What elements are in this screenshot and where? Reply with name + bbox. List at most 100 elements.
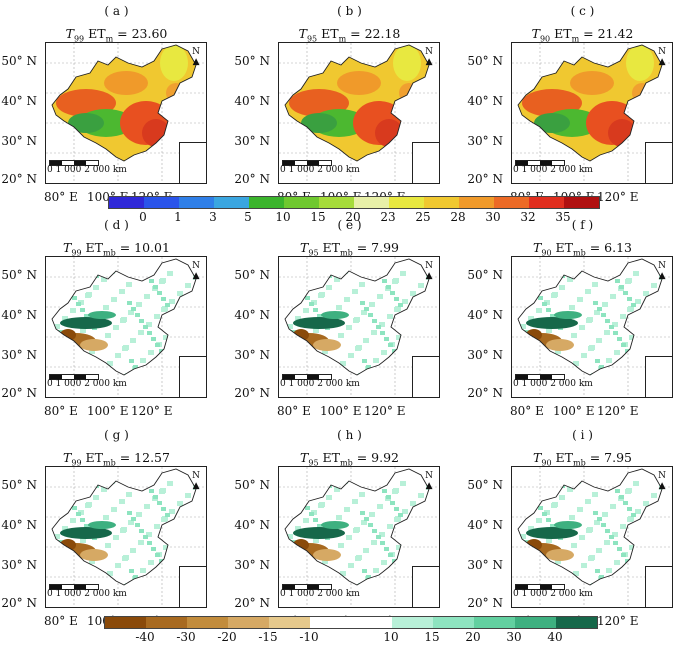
map-region — [597, 307, 602, 311]
panel-label: ( a ) — [104, 4, 129, 18]
map-region — [627, 297, 632, 301]
map-region — [383, 378, 389, 383]
map-region — [301, 290, 306, 294]
map-region — [526, 539, 542, 551]
t-subscript: 99 — [71, 248, 82, 258]
et-symbol: ET — [554, 26, 572, 41]
map-region — [60, 317, 112, 329]
colorbar — [104, 616, 598, 629]
map-region — [326, 495, 332, 500]
map-region — [134, 484, 140, 489]
t-symbol: T — [533, 450, 542, 465]
map-region — [158, 580, 164, 585]
map-region — [62, 526, 68, 531]
map-region — [377, 294, 383, 299]
north-label: N — [425, 471, 433, 481]
map-frame: 0 1 000 2 000 km N ▲ — [278, 42, 440, 184]
lat-label: 40° N — [467, 308, 503, 322]
map-region — [637, 327, 643, 332]
map-region — [379, 532, 385, 537]
south-china-sea-inset — [645, 142, 672, 183]
map-region — [645, 319, 651, 324]
map-region — [655, 339, 661, 344]
map-region — [151, 337, 156, 341]
map-region — [135, 313, 140, 317]
map-region — [297, 344, 303, 349]
panel-value: = 22.18 — [350, 26, 401, 41]
map-region — [150, 588, 156, 593]
map-region — [402, 299, 408, 304]
map-region — [142, 596, 148, 601]
map-region — [627, 507, 632, 511]
map-region — [355, 556, 361, 561]
lat-label: 20° N — [467, 386, 503, 400]
map-region — [390, 501, 395, 505]
map-region — [322, 559, 328, 564]
map-region — [613, 331, 618, 335]
map-region — [167, 481, 173, 486]
map-region — [367, 274, 373, 279]
map-region — [72, 296, 77, 300]
map-region — [430, 331, 436, 336]
china-map — [46, 257, 206, 397]
map-region — [546, 308, 551, 312]
map-region — [631, 303, 636, 307]
map-region — [353, 318, 359, 323]
map-region — [381, 350, 387, 355]
map-region — [361, 520, 367, 525]
map-region — [74, 574, 80, 579]
et-subscript: mb — [103, 248, 116, 258]
map-region — [287, 324, 293, 329]
map-region — [608, 596, 614, 601]
map-region — [107, 571, 113, 576]
map-region — [194, 304, 196, 309]
map-region — [346, 535, 352, 540]
map-region — [651, 493, 657, 498]
map-region — [147, 331, 152, 335]
map-region — [148, 350, 154, 355]
map-region — [82, 576, 87, 580]
map-region — [193, 485, 196, 490]
map-region — [624, 580, 630, 585]
map-region — [179, 319, 185, 324]
map-region — [88, 521, 116, 529]
colorbar-tick-label: 10 — [383, 630, 399, 644]
map-region — [532, 342, 537, 346]
map-region — [382, 489, 387, 493]
map-region — [653, 521, 659, 526]
map-region — [352, 289, 358, 294]
map-region — [289, 352, 295, 357]
map-region — [540, 354, 545, 358]
map-region — [544, 570, 549, 574]
panel-value: = 7.95 — [589, 450, 632, 465]
map-region — [660, 304, 662, 309]
map-region — [607, 587, 612, 591]
map-region — [360, 511, 365, 515]
map-region — [88, 311, 116, 319]
map-region — [119, 499, 125, 504]
map-region — [534, 290, 539, 294]
map-region — [526, 288, 532, 293]
south-china-sea-inset — [412, 356, 439, 397]
china-outline — [517, 468, 663, 586]
et-symbol: ET — [85, 240, 104, 255]
map-frame: 0 1 000 2 000 km N ▲ — [45, 256, 207, 398]
map-region — [536, 308, 542, 313]
map-region — [56, 272, 61, 276]
map-region — [313, 308, 318, 312]
north-arrow-icon: N ▲ — [425, 471, 433, 491]
map-region — [394, 307, 400, 312]
map-region — [603, 371, 608, 375]
map-region — [392, 489, 398, 494]
map-region — [120, 528, 126, 533]
colorbar-swatch — [284, 197, 319, 208]
map-region — [594, 310, 600, 315]
map-region — [169, 299, 175, 304]
t-subscript: 90 — [541, 458, 552, 468]
colorbar-tick-label: 15 — [310, 210, 326, 224]
map-region — [653, 311, 659, 316]
map-region — [394, 517, 400, 522]
t-symbol: T — [300, 240, 309, 255]
map-region — [412, 529, 418, 534]
lat-label: 30° N — [467, 134, 503, 148]
